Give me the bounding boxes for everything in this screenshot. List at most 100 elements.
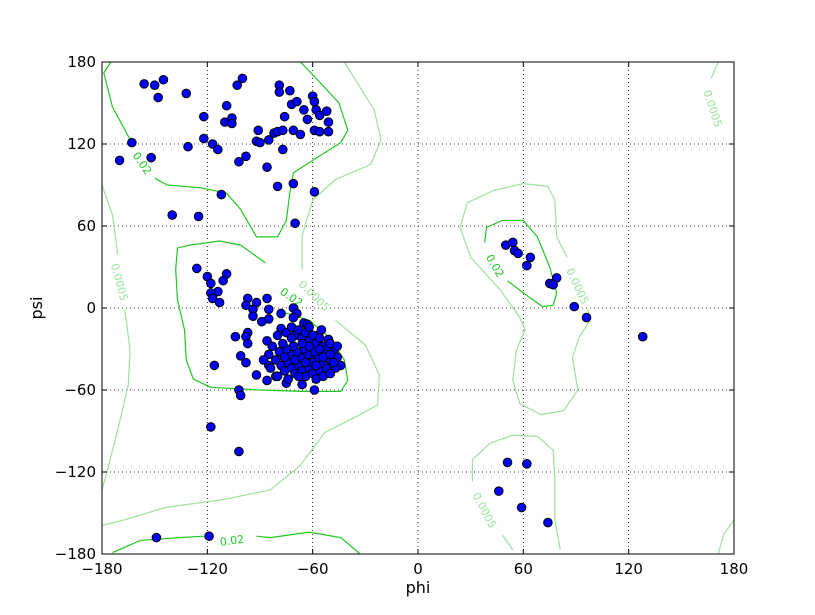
data-point [493,486,504,496]
contour-line-0-0005 [101,309,131,490]
data-point [274,87,285,97]
data-point [548,279,558,290]
data-point [292,96,302,107]
data-point [508,237,518,248]
y-tick-label: −120 [55,463,96,481]
data-point [272,181,283,192]
data-point [235,390,246,401]
data-point [309,187,320,197]
data-point [293,371,304,382]
contour-line-0-02 [154,61,349,238]
data-point [316,325,327,335]
y-axis-label: psi [27,297,46,320]
data-point [276,308,286,319]
data-point [295,129,306,140]
data-point [314,126,325,137]
data-point [127,137,137,148]
data-point [304,322,314,332]
data-point [241,357,251,368]
data-point [278,338,288,349]
data-point [279,352,290,363]
grid [102,62,734,554]
contour-line-0-0005 [101,319,380,526]
data-point [183,141,193,152]
data-point [288,312,299,323]
data-point [235,351,246,361]
data-point [213,144,223,155]
y-tick-label: −180 [55,545,96,563]
data-point [248,311,258,322]
data-point [153,92,163,103]
x-axis-label: phi [406,578,431,597]
data-point [328,357,339,368]
data-point [286,333,297,343]
x-tick-label: 180 [720,560,749,578]
data-point [265,363,276,373]
data-point [181,88,192,99]
data-point [569,301,580,312]
data-point [581,312,592,323]
data-point [199,111,209,122]
data-point [199,133,209,144]
data-point [502,457,513,468]
data-point [221,100,232,111]
y-tick-label: 180 [67,53,96,71]
density-contours [101,61,735,555]
contour-line-0-0005 [710,61,719,79]
data-point [230,331,241,342]
data-point [278,125,288,136]
data-point [311,360,321,371]
data-point [232,80,242,91]
data-point [522,459,532,469]
data-point [279,111,290,122]
data-point [214,297,225,308]
data-point [192,263,202,274]
data-point [146,152,156,163]
data-point [167,210,178,220]
data-point [283,374,293,384]
data-point [263,304,274,315]
data-point [242,338,253,349]
y-tick-label: 60 [77,217,96,235]
data-point [253,125,264,136]
data-point [297,379,307,390]
data-point [321,106,332,116]
y-tick-label: 0 [86,299,96,317]
data-point [288,125,299,136]
data-point [255,137,265,148]
data-point [290,355,300,365]
data-point [218,275,228,286]
data-point [300,357,311,368]
data-point [234,156,244,167]
y-tick-label: −60 [64,381,96,399]
data-point [193,211,204,222]
x-tick-label: 120 [614,560,643,578]
data-point [288,178,299,189]
data-point [262,293,272,304]
data-point [209,360,220,371]
contour-line-0-0005 [471,434,561,551]
contour-line-0-0005 [717,519,735,555]
data-point [290,218,300,229]
data-point [297,338,307,349]
x-tick-label: −120 [187,560,228,578]
data-point [314,333,325,343]
data-point [325,349,336,360]
data-point [207,293,218,304]
contour-line-0-0005 [459,183,589,416]
data-point [325,368,336,379]
data-point [216,189,227,200]
data-point [314,344,325,354]
data-point [302,114,313,125]
data-point [158,74,169,85]
data-point [525,252,536,263]
data-point [263,314,274,324]
data-point [251,370,262,380]
data-point [323,117,334,127]
data-point [258,355,269,365]
data-point [285,85,295,96]
contour-line-0-0005 [301,61,382,270]
data-point [241,151,251,162]
